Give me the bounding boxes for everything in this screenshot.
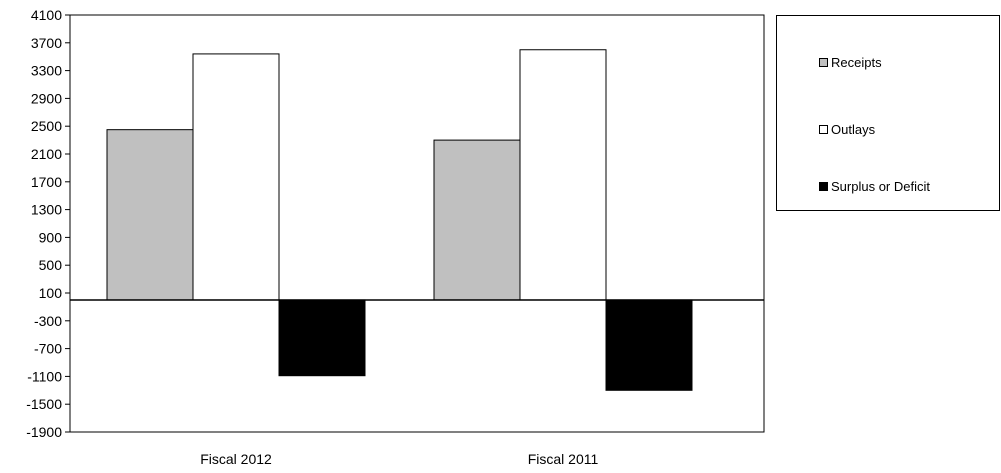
y-tick-label: 100 [39, 285, 63, 301]
legend: Receipts Outlays Surplus or Deficit [776, 15, 1000, 211]
outlays-swatch [819, 125, 828, 134]
y-tick-label: 1700 [31, 174, 62, 190]
y-tick-label: 2500 [31, 118, 62, 134]
y-tick-label: -1100 [27, 368, 62, 384]
plot-area [69, 14, 765, 433]
y-tick-label: 3300 [31, 63, 62, 79]
y-tick-label: 2100 [31, 146, 62, 162]
legend-item-receipts: Receipts [819, 55, 882, 70]
bar-receipts-fiscal-2012 [106, 129, 194, 301]
y-tick-label: -700 [34, 341, 62, 357]
category-label: Fiscal 2012 [200, 451, 272, 467]
bar-outlays-fiscal-2011 [519, 49, 607, 301]
legend-item-outlays: Outlays [819, 122, 875, 137]
y-tick-label: -300 [34, 313, 62, 329]
y-tick-label: 3700 [31, 35, 62, 51]
bars [106, 49, 693, 391]
category-label: Fiscal 2011 [528, 451, 599, 467]
y-tick-label: 2900 [31, 90, 62, 106]
bar-surplus-or-deficit-fiscal-2012 [278, 299, 366, 377]
chart: 4100 3700 3300 2900 2500 2100 1700 1300 900 500 10… [26, 7, 765, 467]
y-tick-label: -1900 [26, 424, 62, 440]
receipts-swatch [819, 58, 828, 67]
bar-surplus-or-deficit-fiscal-2011 [605, 299, 693, 391]
y-tick-label: 900 [39, 229, 63, 245]
legend-label-receipts: Receipts [831, 55, 882, 70]
category-labels: Fiscal 2012 Fiscal 2011 [200, 451, 598, 467]
y-tick-label: 1300 [31, 202, 62, 218]
bar-receipts-fiscal-2011 [433, 139, 521, 301]
y-axis-ticks: 4100 3700 3300 2900 2500 2100 1700 1300 900 500 10… [26, 7, 70, 440]
y-tick-label: 4100 [31, 7, 62, 23]
y-tick-label: -1500 [26, 396, 62, 412]
surplus-or-deficit-swatch [819, 182, 828, 191]
bar-outlays-fiscal-2012 [192, 53, 280, 301]
y-tick-label: 500 [39, 257, 63, 273]
legend-label-surplus-or-deficit: Surplus or Deficit [831, 179, 930, 194]
legend-item-surplus-or-deficit: Surplus or Deficit [819, 179, 930, 194]
legend-label-outlays: Outlays [831, 122, 876, 137]
